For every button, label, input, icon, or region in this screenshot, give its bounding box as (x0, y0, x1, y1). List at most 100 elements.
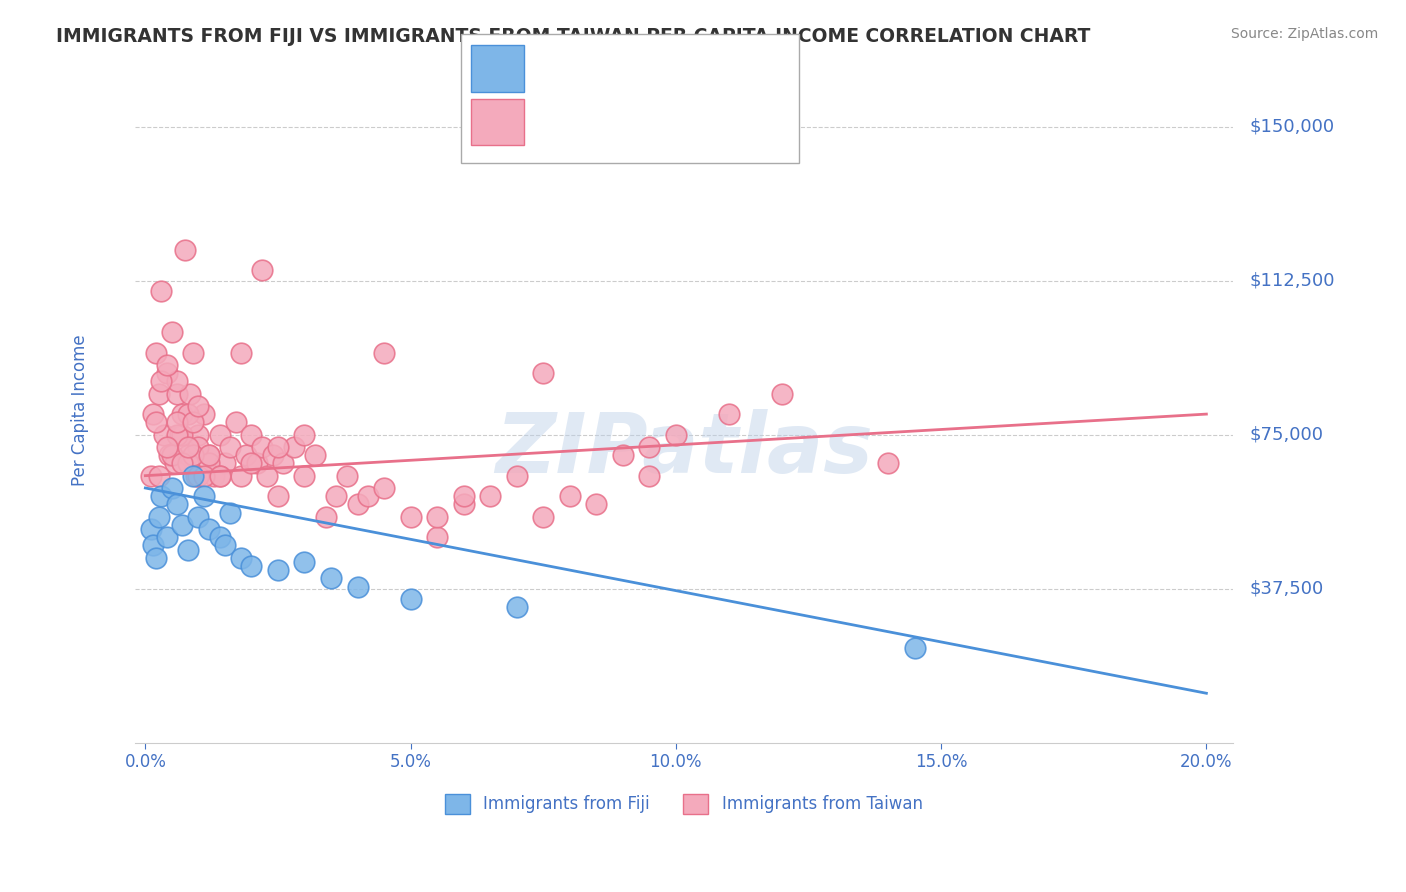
Point (717, 407, 740, 421)
Point (294, 468, 316, 483)
Point (155, 530, 177, 544)
Point (187, 468, 209, 483)
Point (531, 366, 554, 380)
Point (157, 448, 180, 462)
Point (638, 468, 661, 483)
Point (208, 468, 231, 483)
Point (177, 456, 200, 470)
Point (585, 497, 607, 511)
Point (479, 489, 502, 503)
Point (150, 374, 173, 388)
Text: $37,500: $37,500 (1250, 580, 1323, 598)
Point (145, 345, 167, 359)
Text: $112,500: $112,500 (1250, 272, 1334, 290)
Point (139, 522, 162, 536)
Point (193, 489, 215, 503)
Point (198, 448, 221, 462)
Point (160, 448, 183, 462)
Point (181, 468, 204, 483)
Point (283, 440, 305, 454)
Point (208, 530, 231, 544)
Point (399, 591, 422, 606)
Point (246, 456, 269, 470)
Point (169, 427, 191, 442)
Point (304, 448, 326, 462)
Text: ZIPatlas: ZIPatlas (495, 409, 873, 491)
Point (177, 448, 200, 462)
Point (235, 448, 257, 462)
Point (240, 559, 263, 574)
Point (150, 489, 173, 503)
Point (505, 468, 527, 483)
Point (240, 456, 263, 470)
Point (531, 509, 554, 524)
Point (142, 539, 165, 553)
Point (271, 456, 294, 470)
Point (160, 481, 183, 495)
Point (250, 440, 273, 454)
Point (198, 522, 221, 536)
Point (240, 427, 263, 442)
Point (315, 509, 337, 524)
Point (187, 427, 209, 442)
Point (177, 407, 200, 421)
Point (229, 345, 252, 359)
Point (187, 399, 209, 413)
Point (172, 456, 194, 470)
Point (155, 440, 177, 454)
Point (184, 468, 207, 483)
Point (294, 427, 316, 442)
Point (214, 539, 236, 553)
Point (256, 468, 278, 483)
Point (558, 489, 581, 503)
Point (179, 386, 201, 401)
Point (325, 489, 347, 503)
Point (426, 509, 449, 524)
Point (166, 415, 188, 429)
Point (187, 509, 209, 524)
Point (453, 497, 475, 511)
Point (294, 555, 316, 569)
Point (181, 448, 204, 462)
Text: Per Capita Income: Per Capita Income (70, 334, 89, 486)
Point (150, 284, 173, 298)
Point (208, 427, 231, 442)
Point (198, 456, 221, 470)
Point (219, 440, 242, 454)
Point (142, 407, 165, 421)
Point (148, 509, 170, 524)
Text: $150,000: $150,000 (1250, 118, 1334, 136)
Point (139, 468, 162, 483)
Point (172, 517, 194, 532)
Point (163, 456, 186, 470)
Point (172, 427, 194, 442)
Text: R =  0.114   N = 94: R = 0.114 N = 94 (534, 113, 710, 131)
Point (357, 489, 380, 503)
Text: R = -0.491   N = 26: R = -0.491 N = 26 (534, 60, 711, 78)
Point (166, 427, 188, 442)
Point (319, 571, 342, 585)
Point (267, 489, 290, 503)
Point (219, 506, 242, 520)
Point (148, 468, 170, 483)
Point (665, 427, 688, 442)
Point (155, 366, 177, 380)
Point (877, 456, 900, 470)
Point (177, 440, 200, 454)
Point (202, 468, 225, 483)
Point (187, 440, 209, 454)
Point (198, 448, 221, 462)
Point (155, 358, 177, 372)
Point (208, 468, 231, 483)
Point (638, 440, 661, 454)
Point (426, 530, 449, 544)
Point (166, 386, 188, 401)
Text: IMMIGRANTS FROM FIJI VS IMMIGRANTS FROM TAIWAN PER CAPITA INCOME CORRELATION CHA: IMMIGRANTS FROM FIJI VS IMMIGRANTS FROM … (56, 27, 1091, 45)
Point (267, 563, 290, 577)
Point (453, 489, 475, 503)
Point (903, 641, 925, 656)
Point (225, 415, 247, 429)
Point (346, 580, 368, 594)
Point (229, 550, 252, 565)
Text: Source: ZipAtlas.com: Source: ZipAtlas.com (1230, 27, 1378, 41)
